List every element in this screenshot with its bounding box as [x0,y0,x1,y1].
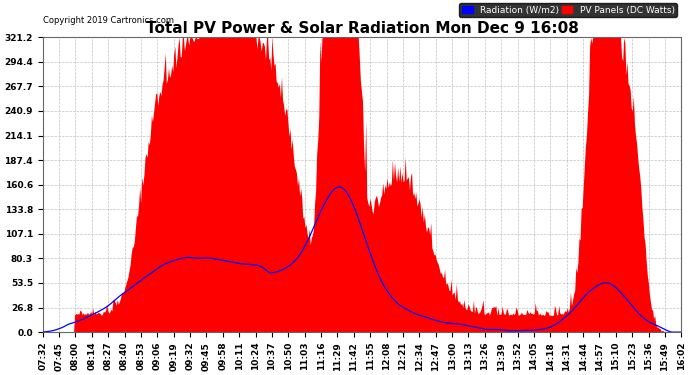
Legend: Radiation (W/m2), PV Panels (DC Watts): Radiation (W/m2), PV Panels (DC Watts) [460,3,677,17]
Title: Total PV Power & Solar Radiation Mon Dec 9 16:08: Total PV Power & Solar Radiation Mon Dec… [146,21,578,36]
Text: Copyright 2019 Cartronics.com: Copyright 2019 Cartronics.com [43,16,174,26]
